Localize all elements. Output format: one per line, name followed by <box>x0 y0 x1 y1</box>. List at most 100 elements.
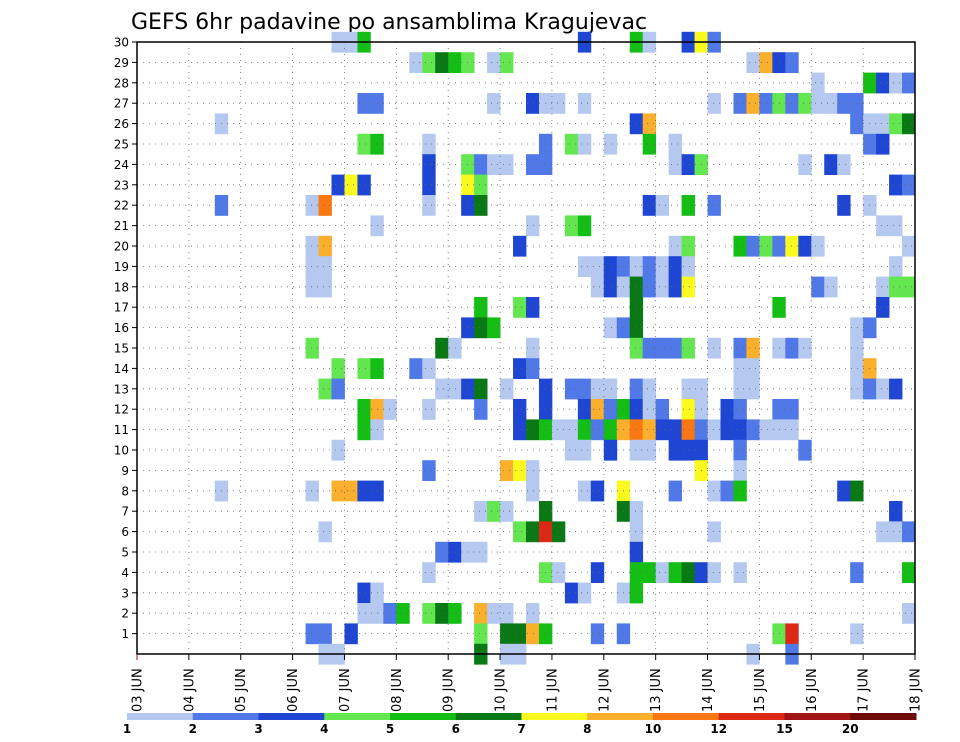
heatmap-cell <box>902 562 916 583</box>
heatmap-cell <box>500 460 514 481</box>
heatmap-cell <box>629 276 644 298</box>
heatmap-cell <box>526 521 540 543</box>
heatmap-cell <box>577 480 592 502</box>
heatmap-cell <box>422 399 436 420</box>
heatmap-cell <box>474 501 488 522</box>
heatmap-cell <box>785 337 799 359</box>
colorbar-label: 2 <box>189 722 197 736</box>
y-tick-label: 14 <box>114 362 129 376</box>
heatmap-cell <box>655 276 670 298</box>
heatmap-cell <box>344 174 358 196</box>
heatmap-cell <box>435 541 449 563</box>
colorbar-label: 1 <box>123 722 131 736</box>
heatmap-cell <box>733 93 747 114</box>
heatmap-cell <box>500 501 514 522</box>
heatmap-cell <box>526 93 540 114</box>
heatmap-cell <box>487 93 501 114</box>
heatmap-cell <box>707 337 721 359</box>
heatmap-cell <box>551 562 566 583</box>
y-tick-label: 6 <box>121 525 129 539</box>
heatmap-cell <box>435 378 449 400</box>
heatmap-cell <box>513 623 527 645</box>
heatmap-cell <box>383 603 397 624</box>
heatmap-cell <box>850 93 864 114</box>
heatmap-cell <box>629 439 644 461</box>
heatmap-cell <box>526 358 540 379</box>
heatmap-cell <box>435 603 449 624</box>
x-tick-label: 16 JUN <box>805 668 820 712</box>
x-tick-label: 10 JUN <box>494 668 509 712</box>
y-tick-label: 21 <box>114 219 129 233</box>
heatmap-cell <box>720 399 734 420</box>
heatmap-cell <box>603 256 618 277</box>
heatmap-cell <box>474 541 488 563</box>
heatmap-cell <box>785 623 799 645</box>
heatmap-cell <box>668 419 682 441</box>
heatmap-cell <box>448 52 462 73</box>
heatmap-cell <box>577 133 592 155</box>
colorbar-swatch <box>784 713 851 720</box>
x-tick-label: 15 JUN <box>753 668 768 712</box>
heatmap-cell <box>474 603 488 624</box>
heatmap-cell <box>785 52 799 73</box>
heatmap-cell <box>357 603 371 624</box>
heatmap-cell <box>681 256 695 277</box>
heatmap-cell <box>746 378 760 400</box>
heatmap-cell <box>305 480 319 502</box>
x-tick-label: 05 JUN <box>234 668 249 712</box>
heatmap-cell <box>629 378 644 400</box>
heatmap-cell <box>668 337 682 359</box>
y-tick-label: 24 <box>114 158 129 172</box>
colorbar-label: 8 <box>583 722 591 736</box>
heatmap-cell <box>474 174 488 196</box>
heatmap-cells <box>214 31 916 665</box>
heatmap-cell <box>603 276 618 298</box>
colorbar-swatch <box>455 713 522 720</box>
heatmap-cell <box>746 235 760 257</box>
heatmap-cell <box>629 399 644 420</box>
x-tick-label: 13 JUN <box>649 668 664 712</box>
heatmap-cell <box>629 562 644 583</box>
heatmap-cell <box>681 235 695 257</box>
heatmap-cell <box>642 113 657 135</box>
heatmap-cell <box>357 133 371 155</box>
heatmap-cell <box>590 256 605 277</box>
heatmap-cell <box>668 133 682 155</box>
heatmap-cell <box>629 501 644 522</box>
heatmap-cell <box>876 521 890 543</box>
heatmap-cell <box>305 623 319 645</box>
heatmap-cell <box>603 133 618 155</box>
heatmap-cell <box>357 480 371 502</box>
heatmap-cell <box>733 399 747 420</box>
x-tick-label: 06 JUN <box>286 668 301 712</box>
heatmap-cell <box>642 256 657 277</box>
y-tick-label: 28 <box>114 76 129 90</box>
heatmap-cell <box>513 399 527 420</box>
heatmap-cell <box>357 174 371 196</box>
heatmap-cell <box>668 480 682 502</box>
heatmap-cell <box>331 439 345 461</box>
heatmap-cell <box>344 623 358 645</box>
y-tick-label: 23 <box>114 178 129 192</box>
heatmap-cell <box>707 480 721 502</box>
heatmap-cell <box>889 501 903 522</box>
heatmap-cell <box>603 399 618 420</box>
heatmap-cell <box>422 562 436 583</box>
heatmap-cell <box>577 93 592 114</box>
heatmap-cell <box>785 399 799 420</box>
heatmap-cell <box>811 276 825 298</box>
heatmap-cell <box>733 460 747 481</box>
heatmap-cell <box>435 337 449 359</box>
heatmap-cell <box>876 113 890 135</box>
heatmap-cell <box>474 154 488 175</box>
heatmap-cell <box>487 603 501 624</box>
colorbar-swatch <box>324 713 391 720</box>
heatmap-cell <box>798 235 812 257</box>
heatmap-cell <box>435 52 449 73</box>
heatmap-cell <box>357 419 371 441</box>
chart-title: GEFS 6hr padavine po ansamblima Kragujev… <box>131 10 647 35</box>
heatmap-cell <box>629 256 644 277</box>
colorbar-swatch <box>127 713 194 720</box>
heatmap-cell <box>629 337 644 359</box>
heatmap-cell <box>448 603 462 624</box>
